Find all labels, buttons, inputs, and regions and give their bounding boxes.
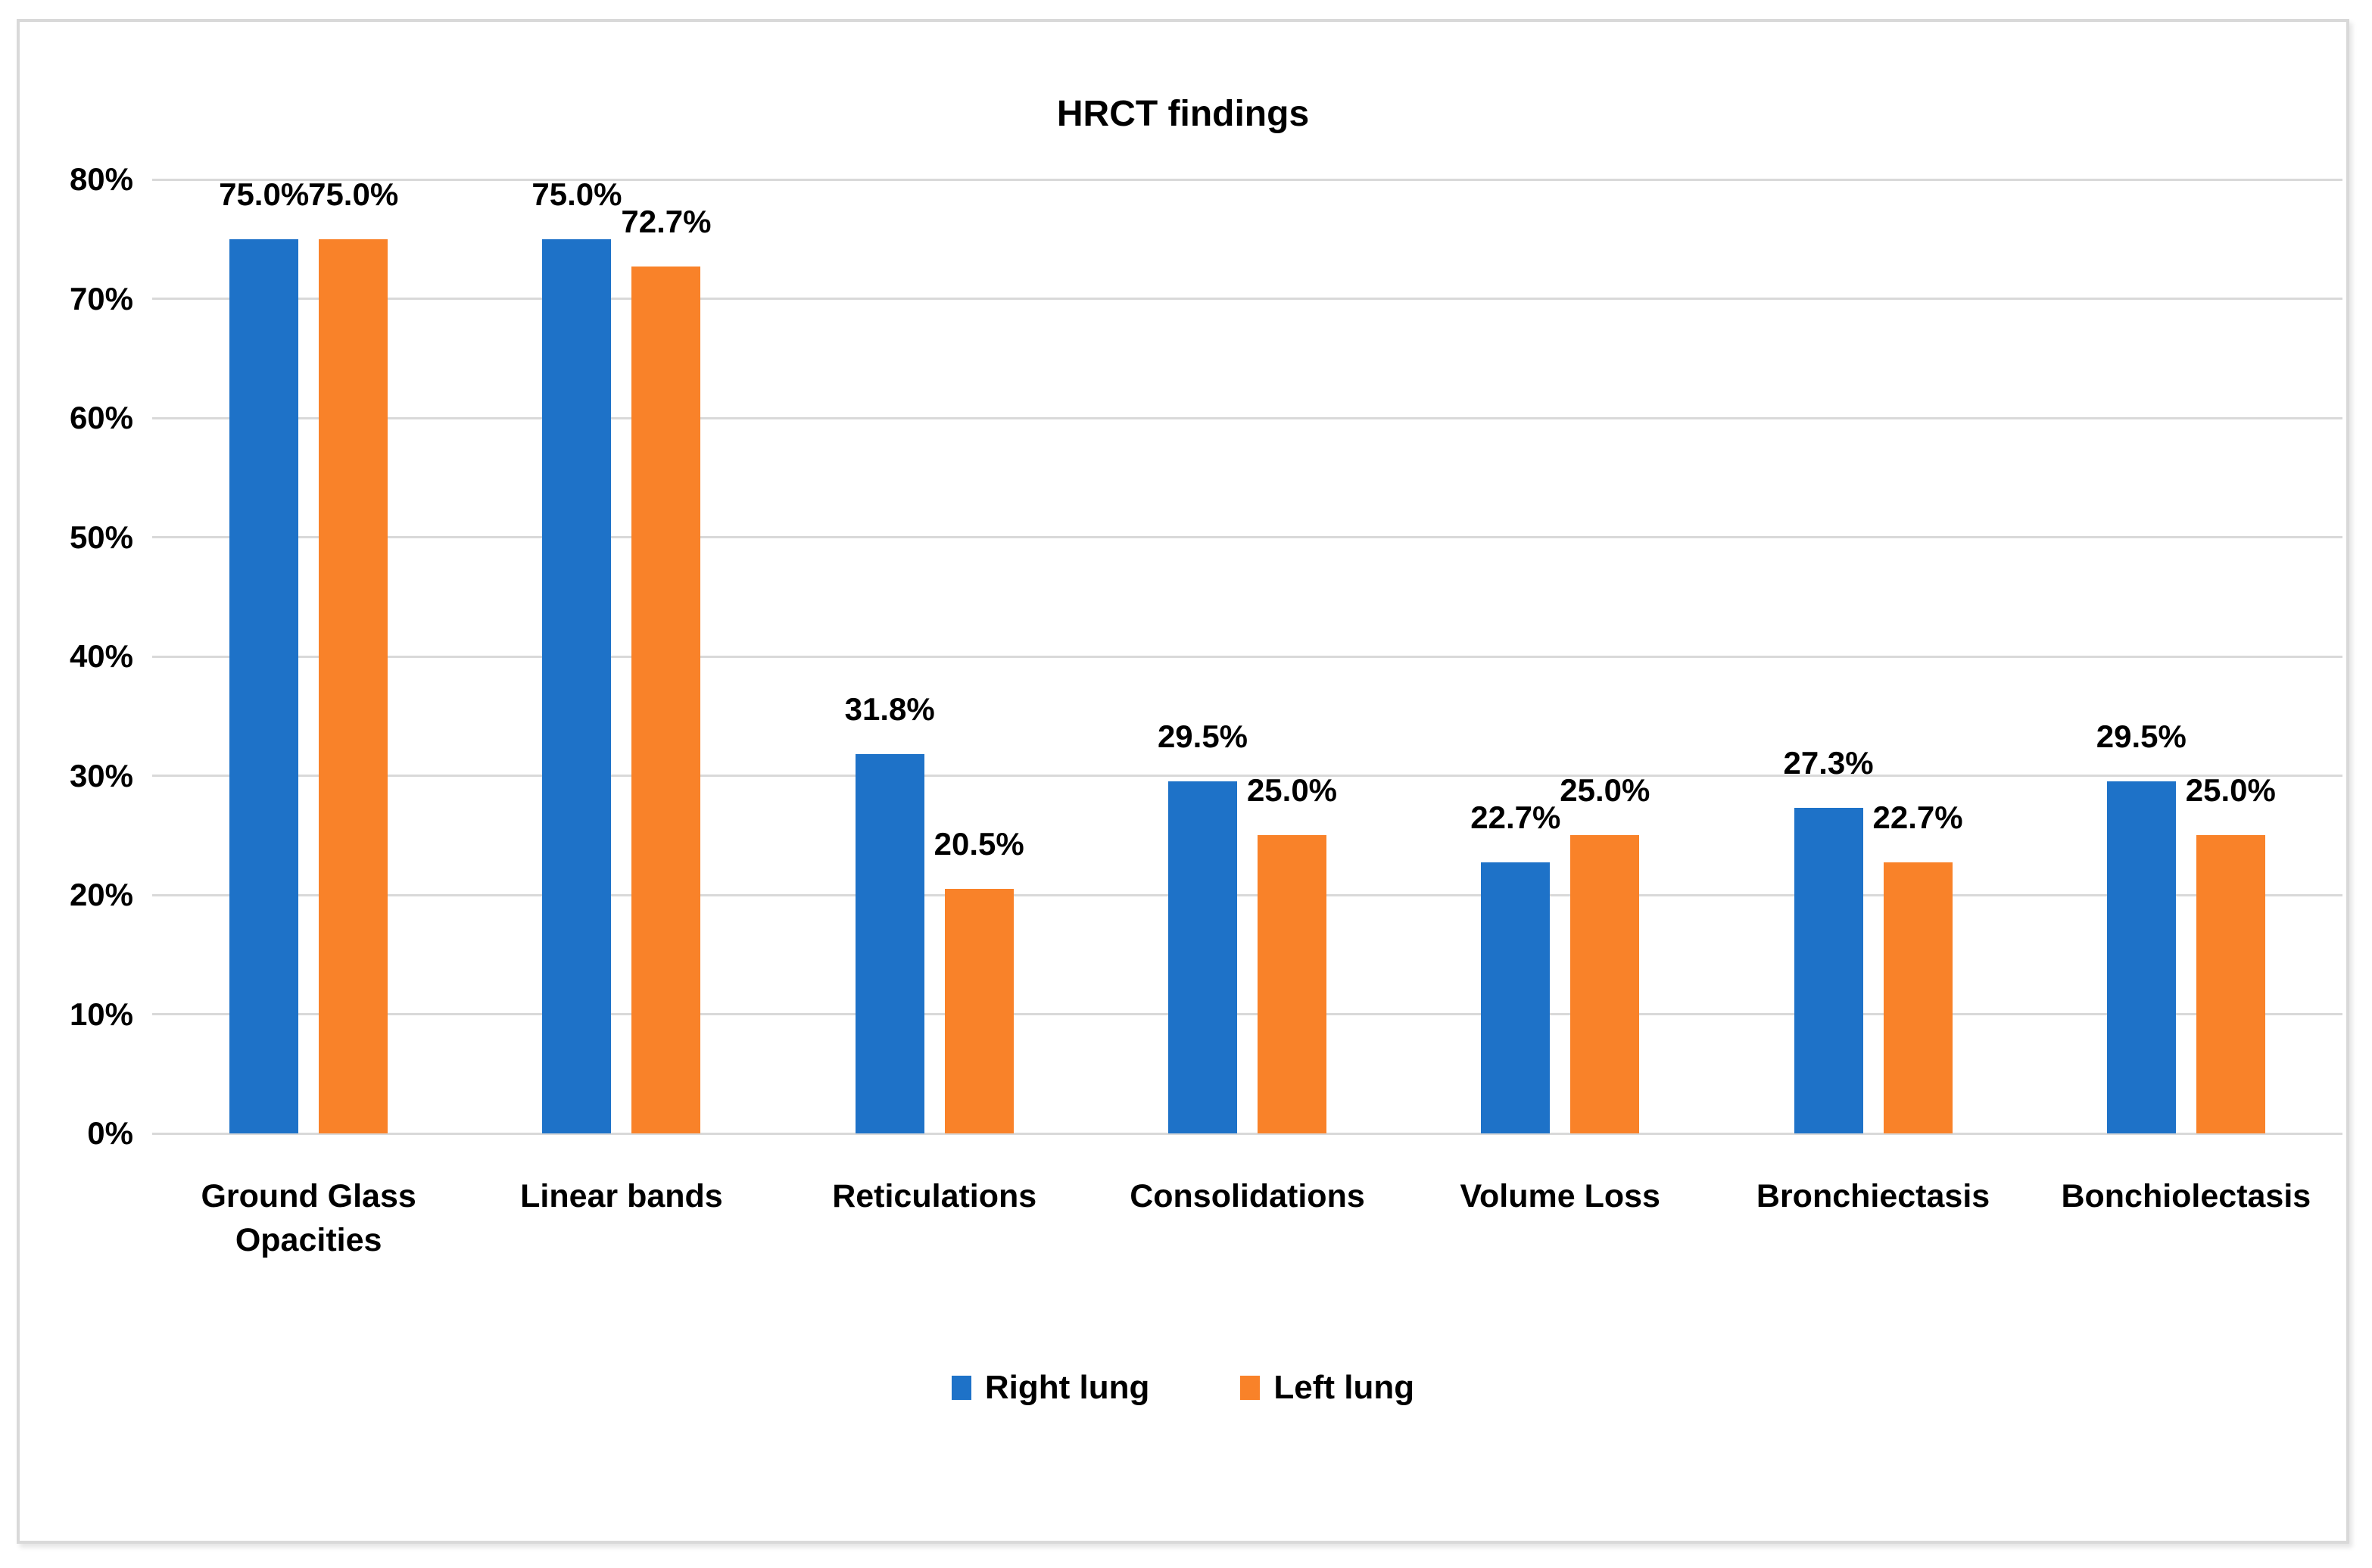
bar-left-lung: 25.0% [1247, 772, 1337, 1133]
bar-value-label: 25.0% [1246, 772, 1338, 809]
legend-color-swatch-icon [1240, 1376, 1261, 1400]
gridline [152, 893, 2342, 896]
legend-item-right-lung: Right lung [951, 1368, 1150, 1407]
y-tick-label: 0% [87, 1115, 133, 1151]
gridline [152, 416, 2342, 419]
bar-right-lung: 75.0% [531, 176, 622, 1133]
legend: Right lung Left lung [20, 1368, 2346, 1407]
y-tick-label: 20% [69, 877, 133, 912]
x-category-label: Volume Loss [1460, 1178, 1660, 1214]
bar-value-label: 20.5% [934, 826, 1024, 862]
bar-value-label: 25.0% [2185, 772, 2276, 809]
bar-group: 29.5% 25.0% [1091, 179, 1404, 1133]
bar-value-label: 75.0% [219, 176, 310, 212]
gridline [152, 298, 2342, 300]
bar-right-lung: 27.3% [1784, 745, 1874, 1133]
x-category-label: Consolidations [1130, 1178, 1365, 1214]
bar-left-lung: 22.7% [1873, 800, 1963, 1133]
bar-value-label: 75.0% [308, 176, 399, 212]
chart-title: HRCT findings [1056, 94, 1310, 134]
y-axis: 0% 10% 20% 30% 40% 50% 60% 70% 80% [20, 161, 133, 1151]
x-category-label: Linear bands [520, 1178, 723, 1214]
y-tick-label: 30% [69, 757, 133, 793]
gridline [152, 1132, 2342, 1135]
bar-value-label: 75.0% [531, 176, 622, 212]
bar-right-lung: 29.5% [2096, 719, 2187, 1133]
x-category-label: Reticulations [832, 1178, 1037, 1214]
gridline [152, 775, 2342, 777]
bar-value-label: 72.7% [621, 203, 712, 239]
bar-left-lung: 25.0% [1560, 772, 1650, 1133]
x-category-label: Bonchiolectasis [2061, 1178, 2311, 1214]
bar-group: 29.5% 25.0% [2030, 179, 2342, 1133]
bar-value-label: 22.7% [1872, 800, 1963, 836]
x-category-label: Ground Glass Opacities [201, 1178, 416, 1258]
legend-color-swatch-icon [951, 1376, 971, 1400]
plot-area: 75.0% 75.0% 75.0% 72.7% 31.8% 20.5% 29.5% 25.0%… [152, 176, 2342, 1135]
x-axis: Ground Glass Opacities Linear bands Reticu… [152, 1174, 2342, 1262]
gridline [152, 655, 2342, 658]
bar-value-label: 29.5% [1157, 719, 1248, 755]
bar-group: 22.7% 25.0% [1404, 179, 1716, 1133]
legend-item-left-lung: Left lung [1240, 1368, 1414, 1407]
legend-label: Left lung [1273, 1369, 1415, 1406]
bar-right-lung: 31.8% [845, 691, 935, 1133]
x-category-label: Bronchiectasis [1756, 1178, 1990, 1214]
chart-frame: HRCT findings 0% 10% 20% 30% 40% 50% 60% 70% 80%… [17, 19, 2349, 1544]
bar-value-label: 25.0% [1560, 772, 1650, 809]
bar-right-lung: 75.0% [219, 176, 309, 1133]
y-tick-label: 10% [69, 996, 133, 1032]
bar-value-label: 22.7% [1470, 800, 1561, 836]
bar-left-lung: 75.0% [308, 176, 398, 1133]
bar-group: 27.3% 22.7% [1716, 179, 2029, 1133]
y-tick-label: 40% [69, 638, 133, 674]
legend-label: Right lung [984, 1369, 1150, 1406]
y-tick-label: 60% [69, 400, 133, 435]
bar-left-lung: 72.7% [621, 204, 711, 1133]
y-tick-label: 50% [69, 519, 133, 555]
bar-group: 31.8% 20.5% [778, 179, 1091, 1133]
gridline [152, 178, 2342, 181]
bar-group: 75.0% 72.7% [465, 176, 778, 1133]
bar-value-label: 31.8% [844, 691, 935, 728]
bar-right-lung: 22.7% [1470, 800, 1560, 1133]
y-tick-label: 80% [69, 161, 133, 197]
bar-value-label: 27.3% [1783, 745, 1874, 781]
gridline [152, 536, 2342, 538]
bar-right-lung: 29.5% [1158, 719, 1248, 1133]
bar-value-label: 29.5% [2096, 719, 2187, 755]
y-tick-label: 70% [69, 280, 133, 316]
bar-left-lung: 20.5% [934, 826, 1024, 1133]
bar-group: 75.0% 75.0% [152, 176, 465, 1133]
bar-left-lung: 25.0% [2186, 772, 2276, 1133]
gridline [152, 1013, 2342, 1015]
